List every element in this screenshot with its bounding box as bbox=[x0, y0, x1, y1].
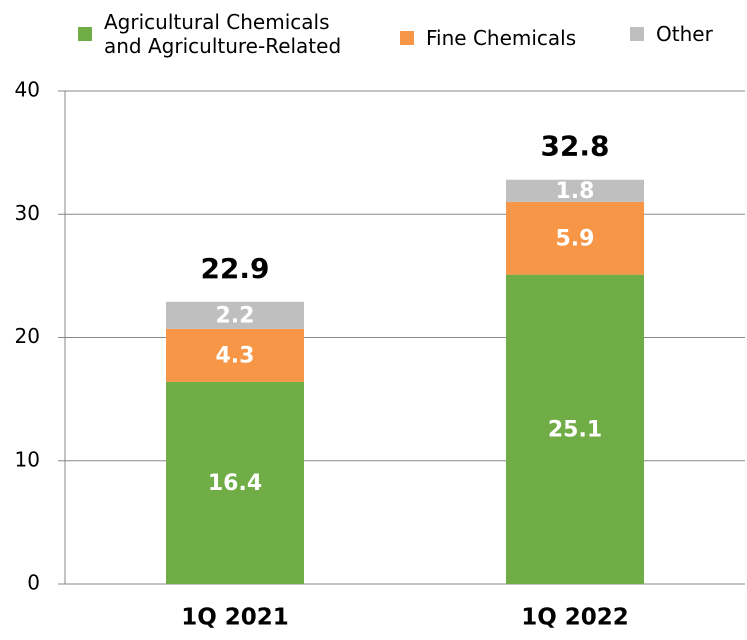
bar-segment bbox=[506, 201, 644, 275]
total-label: 32.8 bbox=[540, 130, 609, 163]
value-label: 2.2 bbox=[216, 303, 255, 328]
bar-segment bbox=[506, 274, 644, 584]
value-label: 4.3 bbox=[216, 343, 255, 368]
legend-label: Other bbox=[656, 22, 713, 46]
legend-swatch bbox=[400, 31, 414, 45]
y-tick-label: 30 bbox=[15, 201, 40, 225]
legend-label: Agricultural Chemicals and Agriculture-R… bbox=[104, 10, 342, 58]
y-tick-label: 0 bbox=[27, 571, 40, 595]
legend-item: Other bbox=[630, 22, 740, 46]
total-label: 22.9 bbox=[200, 252, 269, 285]
x-tick-label: 1Q 2022 bbox=[521, 605, 629, 631]
y-tick-label: 20 bbox=[15, 324, 40, 348]
bar-segment bbox=[506, 179, 644, 202]
bar-segment bbox=[166, 328, 304, 382]
bar-segment bbox=[166, 301, 304, 329]
bar-segment bbox=[166, 381, 304, 584]
legend-item: Agricultural Chemicals and Agriculture-R… bbox=[78, 10, 368, 58]
value-label: 16.4 bbox=[208, 471, 262, 496]
y-tick-label: 10 bbox=[15, 447, 40, 471]
x-tick-label: 1Q 2021 bbox=[181, 605, 289, 631]
legend-label: Fine Chemicals bbox=[426, 26, 577, 50]
value-label: 5.9 bbox=[556, 226, 595, 251]
legend-item: Fine Chemicals bbox=[400, 26, 600, 50]
value-label: 1.8 bbox=[556, 179, 595, 204]
y-tick-label: 40 bbox=[15, 78, 40, 102]
value-label: 25.1 bbox=[548, 417, 602, 442]
legend-swatch bbox=[630, 27, 644, 41]
legend-swatch bbox=[78, 27, 92, 41]
